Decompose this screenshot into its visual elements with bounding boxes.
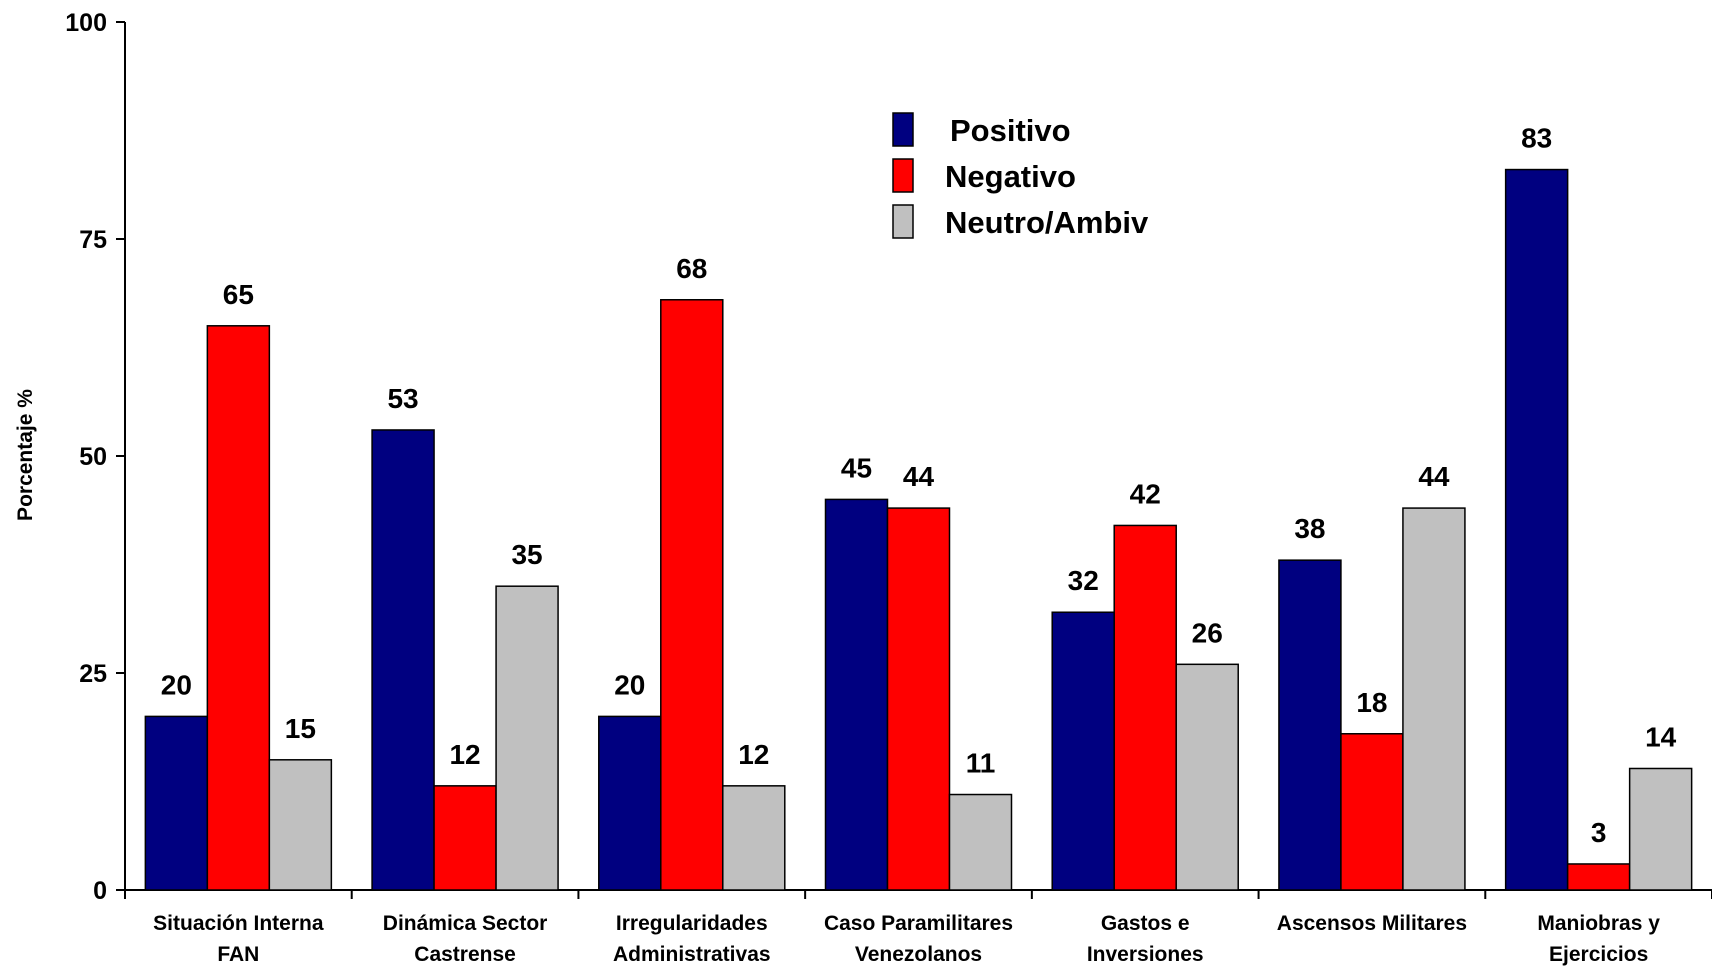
bar — [144, 715, 209, 891]
bar — [1340, 733, 1404, 891]
y-tick-label: 0 — [93, 877, 107, 905]
y-tick-label: 100 — [65, 9, 107, 37]
data-labels: 20 53 20 45 32 38 83 65 12 68 44 42 18 3 15 35 12 11 26 44 1… — [161, 123, 1677, 848]
bar — [433, 785, 497, 891]
x-category-label: Situación Interna — [153, 912, 324, 935]
y-axis-title: Porcentaje % — [14, 389, 37, 521]
data-label: 12 — [449, 739, 480, 770]
bar — [371, 429, 435, 891]
data-label: 3 — [1591, 817, 1607, 848]
bar — [1402, 507, 1466, 891]
bar — [1175, 663, 1239, 891]
data-label: 35 — [511, 539, 542, 570]
data-label: 20 — [161, 669, 192, 700]
bar — [824, 498, 889, 891]
data-label: 11 — [966, 748, 996, 779]
data-label: 14 — [1645, 721, 1677, 752]
data-label: 42 — [1130, 478, 1161, 509]
x-category-label: Ejercicios — [1549, 943, 1648, 966]
y-tick-label: 25 — [79, 660, 107, 688]
bar — [495, 585, 559, 891]
data-label: 83 — [1521, 123, 1552, 154]
x-category-label: Irregularidades — [616, 912, 768, 935]
y-tick-label: 50 — [79, 443, 107, 471]
data-label: 68 — [676, 253, 707, 284]
data-label: 20 — [614, 669, 645, 700]
x-category-label: Dinámica Sector — [383, 912, 548, 935]
data-label: 45 — [841, 452, 872, 483]
y-axis: 0 25 50 75 100 — [65, 9, 126, 905]
bar — [206, 325, 271, 891]
bar — [268, 759, 333, 891]
legend-label: Neutro/Ambiv — [945, 205, 1149, 240]
x-category-label: Administrativas — [613, 943, 771, 966]
legend-label: Negativo — [945, 159, 1076, 194]
bars — [144, 168, 1693, 891]
data-label: 44 — [903, 461, 935, 492]
legend-swatch — [892, 158, 914, 193]
bar — [1566, 863, 1631, 891]
data-label: 15 — [285, 713, 316, 744]
data-label: 18 — [1356, 687, 1387, 718]
x-category-label: Gastos e — [1101, 912, 1190, 935]
x-axis: Situación Interna FAN Dinámica Sector Castr… — [124, 889, 1712, 966]
legend-swatch — [892, 112, 914, 147]
data-label: 12 — [738, 739, 769, 770]
x-category-label: Castrense — [414, 943, 516, 966]
legend: Positivo Negativo Neutro/Ambiv — [892, 112, 1149, 240]
x-category-label: Venezolanos — [855, 943, 982, 966]
bar — [660, 299, 724, 891]
x-category-label: Caso Paramilitares — [824, 912, 1013, 935]
bar — [722, 785, 786, 891]
x-category-label: Maniobras y — [1537, 912, 1660, 935]
x-category-label: FAN — [217, 943, 259, 966]
legend-label: Positivo — [950, 113, 1071, 148]
data-label: 65 — [223, 279, 254, 310]
data-label: 53 — [387, 383, 418, 414]
bar — [1051, 611, 1115, 891]
data-label: 32 — [1068, 565, 1099, 596]
data-label: 38 — [1294, 513, 1325, 544]
bar — [886, 507, 951, 891]
y-tick-label: 75 — [79, 226, 107, 254]
data-label: 26 — [1192, 617, 1223, 648]
x-category-label: Ascensos Militares — [1277, 912, 1467, 935]
bar — [1278, 559, 1342, 891]
bar — [1113, 524, 1177, 891]
data-label: 44 — [1418, 461, 1450, 492]
bar — [598, 715, 662, 891]
legend-swatch — [892, 204, 914, 239]
x-category-label: Inversiones — [1087, 943, 1204, 966]
bar — [948, 793, 1013, 891]
bar — [1504, 168, 1569, 891]
bar — [1628, 767, 1693, 891]
